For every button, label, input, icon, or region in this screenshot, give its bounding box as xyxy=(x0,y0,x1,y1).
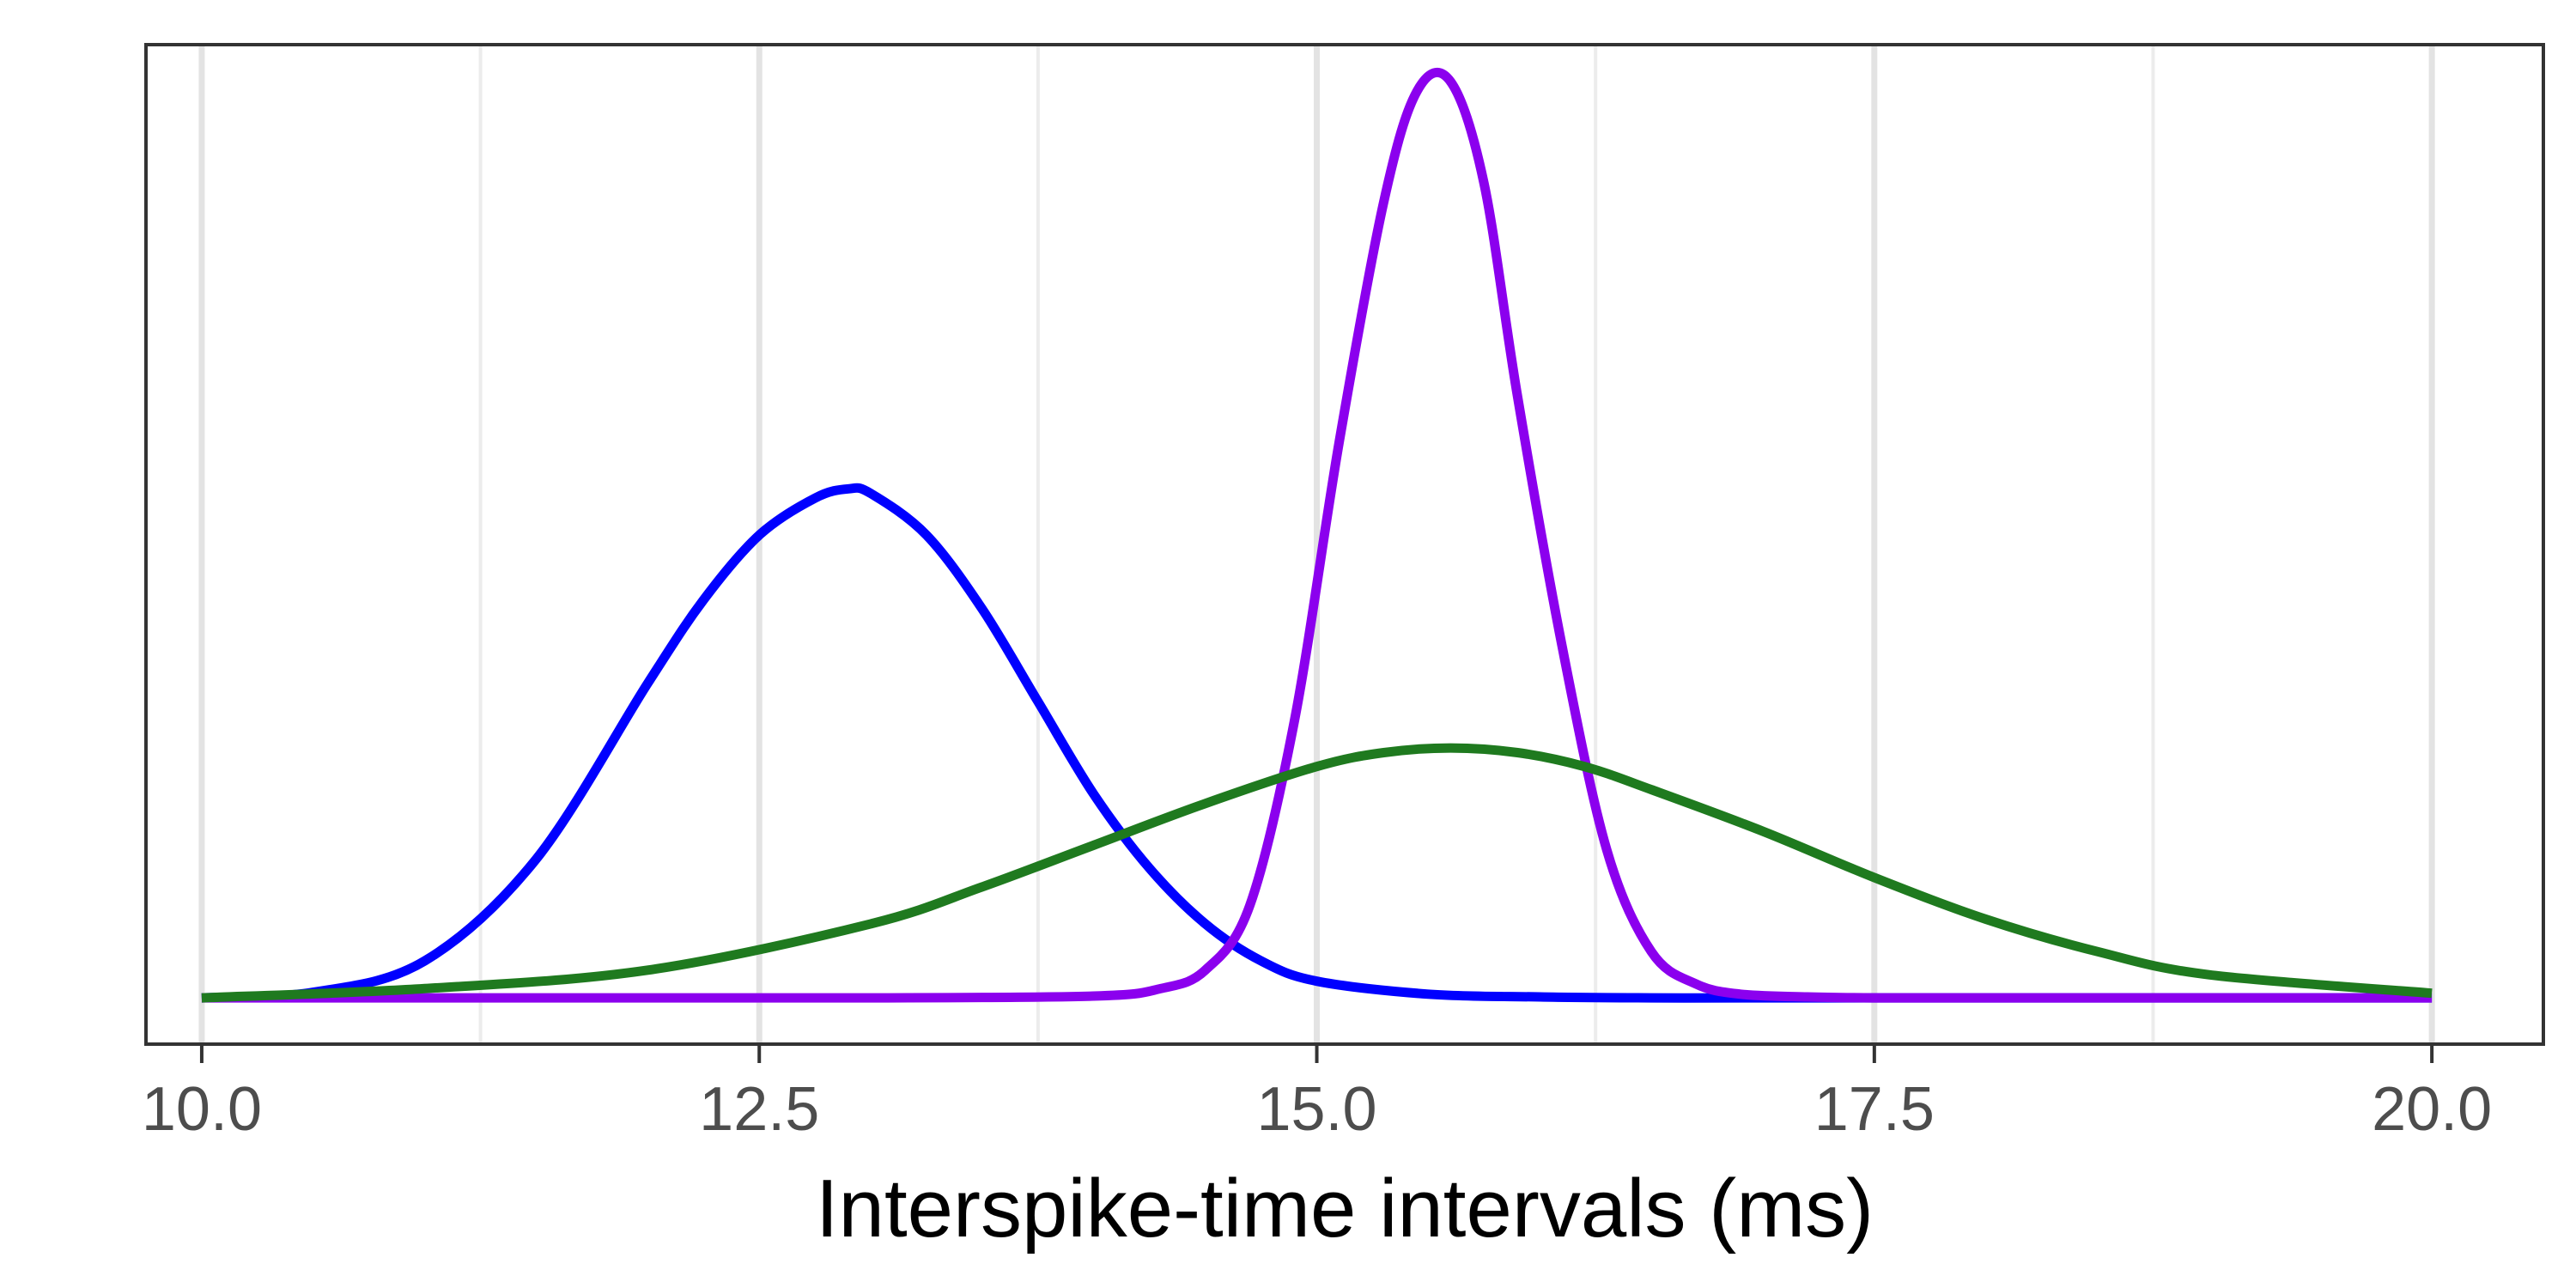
x-tick-label: 12.5 xyxy=(699,1075,819,1144)
series-line-2 xyxy=(201,67,2433,1003)
series-line-3 xyxy=(201,743,2433,1003)
x-axis: 10.0 12.5 15.0 17.5 20.0 xyxy=(142,1044,2492,1144)
x-tick-label: 10.0 xyxy=(142,1075,262,1144)
x-tick-label: 15.0 xyxy=(1256,1075,1376,1144)
x-axis-title: Interspike-time intervals (ms) xyxy=(816,1163,1874,1255)
x-tick-label: 17.5 xyxy=(1814,1075,1935,1144)
x-tick-label: 20.0 xyxy=(2372,1075,2492,1144)
gridlines xyxy=(198,45,2435,1044)
plot-frame xyxy=(144,43,2545,1046)
series-layer xyxy=(201,67,2433,1003)
